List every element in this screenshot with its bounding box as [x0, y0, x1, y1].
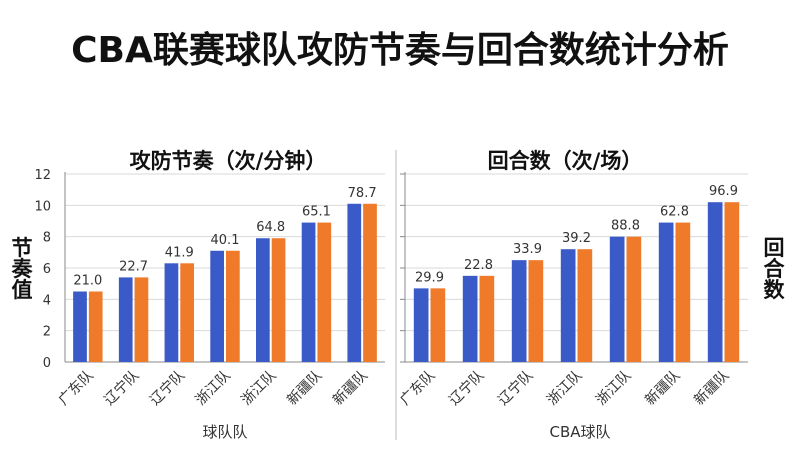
- bar: [462, 275, 478, 362]
- bar: [609, 236, 625, 362]
- data-label: 78.7: [348, 186, 377, 201]
- x-axis-label: CBA球队: [549, 423, 610, 441]
- x-axis-label: 球队队: [202, 423, 247, 441]
- data-label: 41.9: [165, 245, 194, 260]
- x-tick-label: 浙江队: [239, 368, 280, 409]
- bar: [301, 222, 316, 362]
- data-label: 40.1: [211, 233, 240, 248]
- x-tick-label: 新疆队: [330, 368, 371, 409]
- bar: [724, 202, 740, 362]
- bar: [675, 222, 691, 362]
- bar: [347, 203, 362, 362]
- data-label: 64.8: [256, 220, 285, 235]
- x-tick-label: 浙江队: [593, 368, 634, 409]
- x-tick-label: 新疆队: [284, 368, 325, 409]
- bar: [73, 291, 87, 362]
- bar: [164, 263, 179, 362]
- bar: [210, 250, 224, 362]
- data-label: 96.9: [709, 184, 738, 199]
- x-tick-label: 广东队: [397, 368, 438, 409]
- data-label: 62.8: [660, 205, 689, 220]
- data-label: 21.0: [73, 274, 102, 289]
- x-tick-label: 辽宁队: [146, 367, 188, 409]
- bar: [180, 263, 194, 362]
- bar: [626, 236, 642, 362]
- x-tick-label: 浙江队: [193, 368, 234, 409]
- y-tick-label: 10: [34, 199, 51, 214]
- x-tick-label: 新疆队: [642, 368, 683, 409]
- data-label: 29.9: [415, 270, 444, 285]
- panel-title: 回合数（次/场）: [488, 149, 643, 173]
- bar: [577, 249, 593, 362]
- y-tick-label: 0: [43, 356, 51, 371]
- data-label: 39.2: [562, 231, 591, 246]
- bar: [658, 222, 674, 362]
- data-label: 22.7: [119, 259, 148, 274]
- bar: [134, 277, 149, 362]
- bar: [256, 238, 270, 362]
- bar: [430, 288, 446, 362]
- y-tick-label: 2: [43, 325, 51, 340]
- data-label: 33.9: [513, 242, 542, 257]
- bar: [560, 249, 576, 362]
- x-tick-label: 辽宁队: [495, 367, 537, 409]
- y-axis-label: 回合数: [761, 237, 785, 301]
- bar: [528, 260, 544, 362]
- data-label: 22.8: [464, 258, 493, 273]
- x-tick-label: 广东队: [56, 368, 97, 409]
- bar: [479, 275, 495, 362]
- bar: [413, 288, 429, 362]
- bar: [363, 203, 377, 362]
- bar: [118, 277, 133, 362]
- data-label: 65.1: [302, 205, 331, 220]
- y-tick-label: 6: [43, 262, 51, 277]
- bar: [88, 291, 103, 362]
- x-tick-label: 浙江队: [544, 368, 585, 409]
- chart-main-title: CBA联赛球队攻防节奏与回合数统计分析: [71, 30, 729, 71]
- y-tick-label: 4: [43, 293, 51, 308]
- bar: [271, 238, 286, 362]
- bar: [511, 260, 527, 362]
- x-tick-label: 辽宁队: [101, 367, 143, 409]
- y-tick-label: 8: [43, 231, 51, 246]
- data-label: 88.8: [611, 219, 640, 234]
- x-tick-label: 辽宁队: [446, 367, 488, 409]
- y-axis-label: 节奏值: [9, 236, 34, 301]
- bar: [226, 250, 240, 362]
- bar: [707, 202, 723, 362]
- bar: [317, 222, 332, 362]
- x-tick-label: 新疆队: [691, 368, 732, 409]
- y-tick-label: 12: [34, 168, 51, 183]
- panel-title: 攻防节奏（次/分钟）: [130, 149, 327, 173]
